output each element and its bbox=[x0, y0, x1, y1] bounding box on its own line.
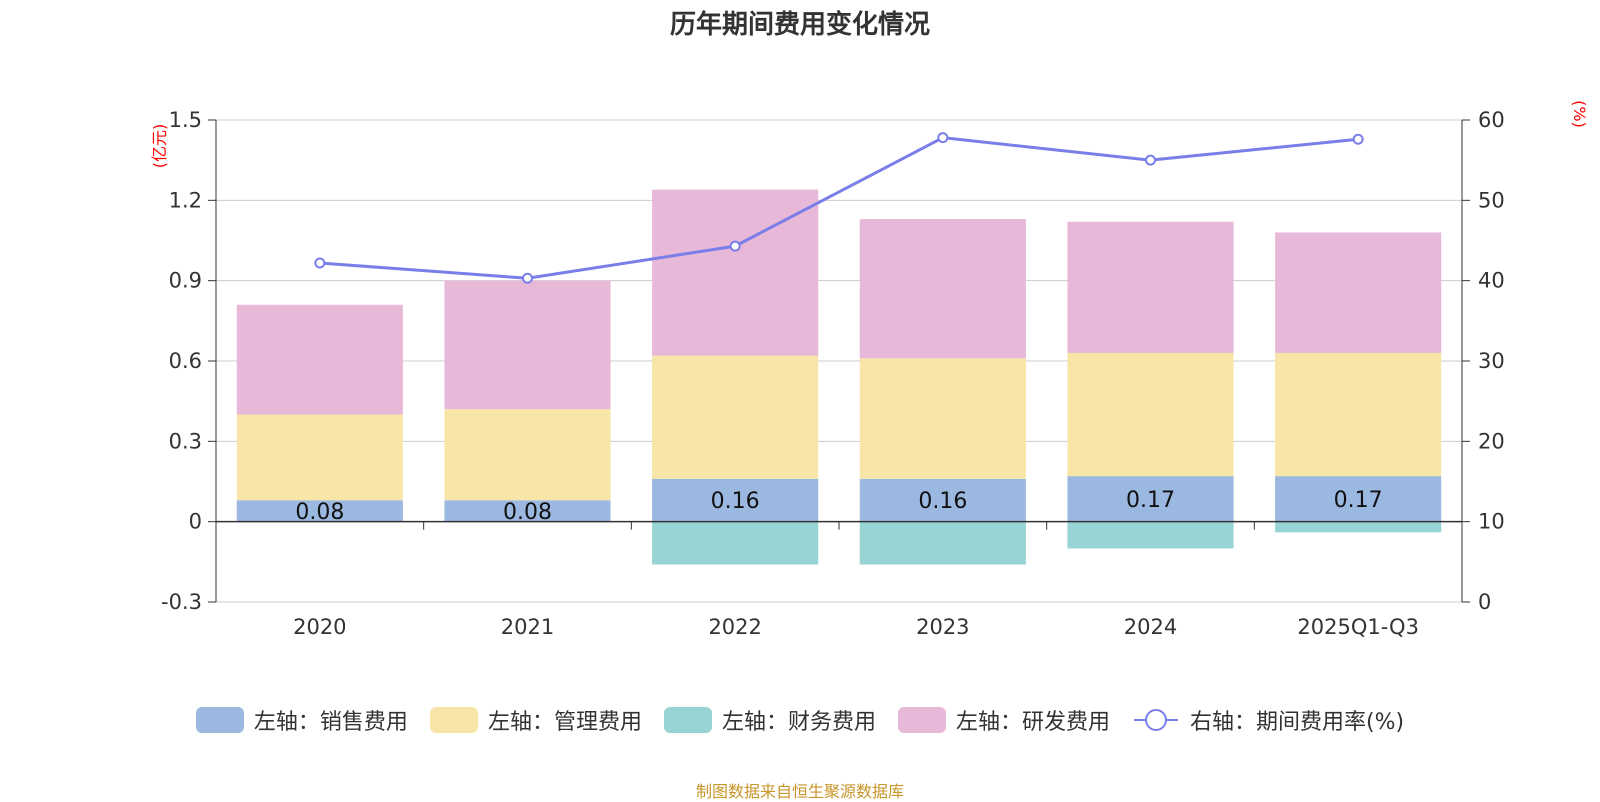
bar-segment bbox=[236, 304, 403, 415]
left-axis-tick-label: 0.3 bbox=[169, 429, 202, 453]
data-labels: 0.08 0.08 0.16 0.16 0.17 0.17 bbox=[295, 488, 1382, 525]
data-label: 0.17 bbox=[1334, 488, 1383, 513]
legend: 左轴：销售费用 左轴：管理费用 左轴：财务费用 左轴：研发费用 右轴：期间费用率(%) bbox=[0, 704, 1600, 736]
legend-swatch bbox=[897, 707, 946, 733]
bar-segment bbox=[1275, 232, 1442, 353]
bar-segment bbox=[859, 219, 1026, 359]
axes: -0.3 0 0.3 0.6 0.9 1.2 1.5 0 10 20 30 40 50 60 2020 202… bbox=[150, 100, 1589, 639]
right-axis-tick-label: 10 bbox=[1478, 510, 1505, 534]
gridlines bbox=[216, 119, 1462, 603]
x-axis-tick-label: 2020 bbox=[293, 615, 346, 639]
bar-segment bbox=[859, 358, 1026, 479]
legend-swatch bbox=[663, 707, 712, 733]
bar-segment bbox=[1067, 476, 1234, 522]
right-axis-tick-label: 30 bbox=[1478, 349, 1505, 373]
legend-item[interactable]: 左轴：研发费用 bbox=[897, 704, 1110, 736]
legend-label: 左轴：管理费用 bbox=[487, 710, 642, 735]
bar-segment bbox=[1275, 476, 1442, 522]
x-axis-tick-label: 2023 bbox=[916, 615, 969, 639]
legend-label: 左轴：财务费用 bbox=[721, 710, 876, 735]
legend-item[interactable]: 左轴：财务费用 bbox=[663, 704, 876, 736]
right-axis-tick-label: 60 bbox=[1478, 108, 1505, 132]
legend-label: 左轴：销售费用 bbox=[253, 710, 408, 735]
rate-line bbox=[319, 136, 1359, 280]
rate-point bbox=[937, 132, 949, 144]
x-axis-tick-label: 2022 bbox=[708, 615, 761, 639]
rate-point bbox=[1145, 154, 1156, 166]
left-axis-tick-label: 0 bbox=[189, 510, 202, 534]
data-label: 0.16 bbox=[711, 489, 760, 514]
bar-segment bbox=[652, 478, 819, 522]
chart-title: 历年期间费用变化情况 bbox=[669, 10, 930, 40]
bar-segment bbox=[1067, 352, 1234, 477]
left-axis-tick-label: 1.2 bbox=[169, 188, 202, 212]
right-axis-unit: (%) bbox=[1570, 100, 1589, 128]
x-axis-tick-label: 2021 bbox=[501, 615, 554, 639]
right-axis-tick-label: 0 bbox=[1478, 590, 1491, 614]
legend-label: 右轴：期间费用率(%) bbox=[1189, 710, 1405, 735]
bar-segment bbox=[1275, 352, 1442, 477]
x-axis-tick-label: 2024 bbox=[1124, 615, 1177, 639]
legend-swatch bbox=[195, 707, 244, 733]
bar-segment bbox=[1067, 221, 1234, 353]
right-axis-tick-label: 20 bbox=[1478, 429, 1505, 453]
legend-line-icon bbox=[1133, 709, 1178, 731]
bar-segment bbox=[444, 500, 611, 522]
rate-point bbox=[729, 240, 741, 252]
left-axis-tick-label: -0.3 bbox=[161, 590, 202, 614]
bar-segment bbox=[652, 355, 819, 479]
left-axis-tick-label: 0.9 bbox=[169, 269, 202, 293]
right-axis-tick-label: 50 bbox=[1478, 188, 1505, 212]
bar-segment bbox=[1275, 521, 1442, 533]
legend-item[interactable]: 左轴：管理费用 bbox=[429, 704, 642, 736]
data-label: 0.08 bbox=[295, 500, 344, 525]
legend-item[interactable]: 右轴：期间费用率(%) bbox=[1132, 704, 1404, 736]
data-label: 0.16 bbox=[918, 489, 967, 514]
left-axis-tick-label: 1.5 bbox=[169, 108, 202, 132]
rate-point bbox=[522, 272, 533, 284]
data-label: 0.17 bbox=[1126, 488, 1175, 513]
bar-segment bbox=[859, 478, 1026, 522]
x-axis-tick-label: 2025Q1-Q3 bbox=[1297, 615, 1419, 639]
bars bbox=[236, 189, 1442, 565]
legend-label: 左轴：研发费用 bbox=[955, 710, 1110, 735]
bar-segment bbox=[444, 280, 611, 410]
left-axis-tick-label: 0.6 bbox=[169, 349, 202, 373]
bar-segment bbox=[236, 500, 403, 522]
rate-point bbox=[314, 257, 326, 269]
legend-swatch bbox=[429, 707, 478, 733]
bar-segment bbox=[236, 414, 403, 501]
bar-segment bbox=[859, 521, 1026, 565]
bar-segment bbox=[444, 409, 611, 501]
rate-point bbox=[1352, 133, 1364, 145]
legend-item[interactable]: 左轴：销售费用 bbox=[195, 704, 408, 736]
data-label: 0.08 bbox=[503, 500, 552, 525]
bar-segment bbox=[1067, 521, 1234, 549]
bar-segment bbox=[652, 521, 819, 565]
source-note: 制图数据来自恒生聚源数据库 bbox=[695, 782, 904, 801]
rate-line-series bbox=[314, 132, 1364, 284]
left-axis-unit: (亿元) bbox=[150, 124, 169, 169]
right-axis-tick-label: 40 bbox=[1478, 269, 1505, 293]
